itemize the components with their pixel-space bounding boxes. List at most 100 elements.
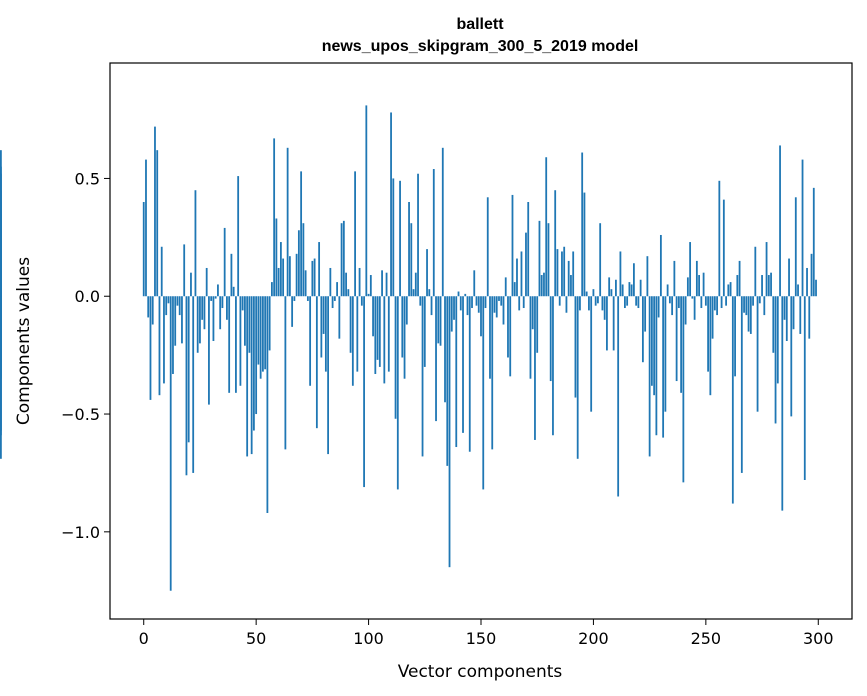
- bar: [815, 279, 817, 297]
- bar: [482, 296, 485, 490]
- bar: [673, 260, 676, 297]
- bar: [556, 249, 559, 297]
- bar: [147, 296, 150, 318]
- bar: [358, 267, 361, 297]
- bar: [232, 286, 235, 297]
- bar: [264, 296, 267, 370]
- bar: [435, 296, 437, 422]
- bar: [257, 296, 260, 365]
- bar: [181, 296, 183, 344]
- bar: [695, 260, 698, 297]
- bar: [270, 282, 273, 297]
- bar: [279, 242, 282, 297]
- bar: [228, 296, 231, 393]
- bar: [322, 296, 325, 334]
- bar: [635, 296, 638, 306]
- x-axis: 0 50 100 150 200 250 300: [139, 619, 834, 648]
- x-tick-label: 150: [466, 629, 497, 648]
- bar: [664, 296, 667, 412]
- bar: [414, 272, 417, 297]
- bar: [421, 296, 424, 457]
- bar: [486, 197, 489, 297]
- bar: [754, 246, 757, 297]
- bar: [378, 296, 381, 367]
- chart-title-line-1: ballett: [456, 16, 504, 33]
- bar: [583, 192, 586, 297]
- bar: [797, 284, 799, 297]
- bar: [304, 270, 307, 297]
- bar: [693, 296, 696, 320]
- bar: [511, 194, 514, 297]
- bar: [446, 296, 449, 466]
- bar: [437, 296, 440, 344]
- bar: [709, 296, 712, 396]
- bar: [659, 234, 662, 297]
- bar: [219, 296, 222, 330]
- bar: [554, 190, 557, 297]
- bar: [318, 242, 321, 297]
- bar: [810, 253, 813, 297]
- bar: [776, 296, 779, 384]
- bar: [662, 296, 665, 438]
- bar: [561, 251, 563, 297]
- bar: [700, 296, 703, 309]
- bar: [686, 277, 689, 297]
- bar: [286, 147, 289, 297]
- bar: [145, 159, 147, 297]
- bar: [223, 227, 226, 297]
- bar: [302, 223, 305, 297]
- bar: [770, 272, 772, 297]
- bar: [565, 296, 568, 313]
- y-axis-label: Components values: [14, 257, 34, 425]
- bar: [428, 289, 431, 297]
- bar: [603, 296, 606, 320]
- bar: [783, 296, 786, 320]
- bar: [477, 296, 480, 313]
- bar: [579, 296, 581, 311]
- bar: [772, 296, 775, 353]
- y-tick-label: −1.0: [61, 523, 100, 542]
- bar: [237, 176, 240, 297]
- bar: [747, 296, 750, 332]
- bar: [597, 296, 599, 304]
- bar: [722, 199, 725, 297]
- bar: [376, 296, 379, 360]
- bar: [547, 223, 550, 297]
- bar: [448, 296, 451, 568]
- bar: [459, 296, 462, 311]
- bar: [338, 296, 341, 339]
- bar: [468, 296, 471, 452]
- bar: [615, 279, 617, 297]
- bar: [794, 197, 797, 297]
- bar: [507, 296, 509, 358]
- bar: [749, 296, 752, 334]
- bar: [563, 246, 566, 297]
- bar: [727, 284, 730, 297]
- bar: [241, 296, 244, 311]
- bar: [590, 296, 593, 412]
- bar: [172, 296, 174, 374]
- bar: [419, 296, 422, 306]
- bar: [484, 296, 487, 309]
- bar: [455, 296, 458, 448]
- bar: [309, 296, 312, 386]
- bar: [430, 296, 433, 316]
- bar: [756, 296, 759, 412]
- bar: [725, 296, 727, 306]
- bar: [790, 296, 793, 417]
- bar: [154, 126, 156, 297]
- bar: [758, 296, 761, 304]
- bar: [142, 202, 145, 297]
- bar: [268, 296, 271, 351]
- bar: [713, 296, 716, 311]
- bar: [226, 296, 228, 320]
- bar: [570, 275, 572, 297]
- bar: [684, 296, 687, 325]
- y-tick-label: 0.5: [75, 169, 100, 188]
- bar: [336, 282, 338, 297]
- bar: [531, 296, 534, 330]
- bar: [637, 296, 640, 309]
- bar: [365, 105, 368, 297]
- bar: [196, 296, 199, 353]
- bar: [277, 267, 280, 297]
